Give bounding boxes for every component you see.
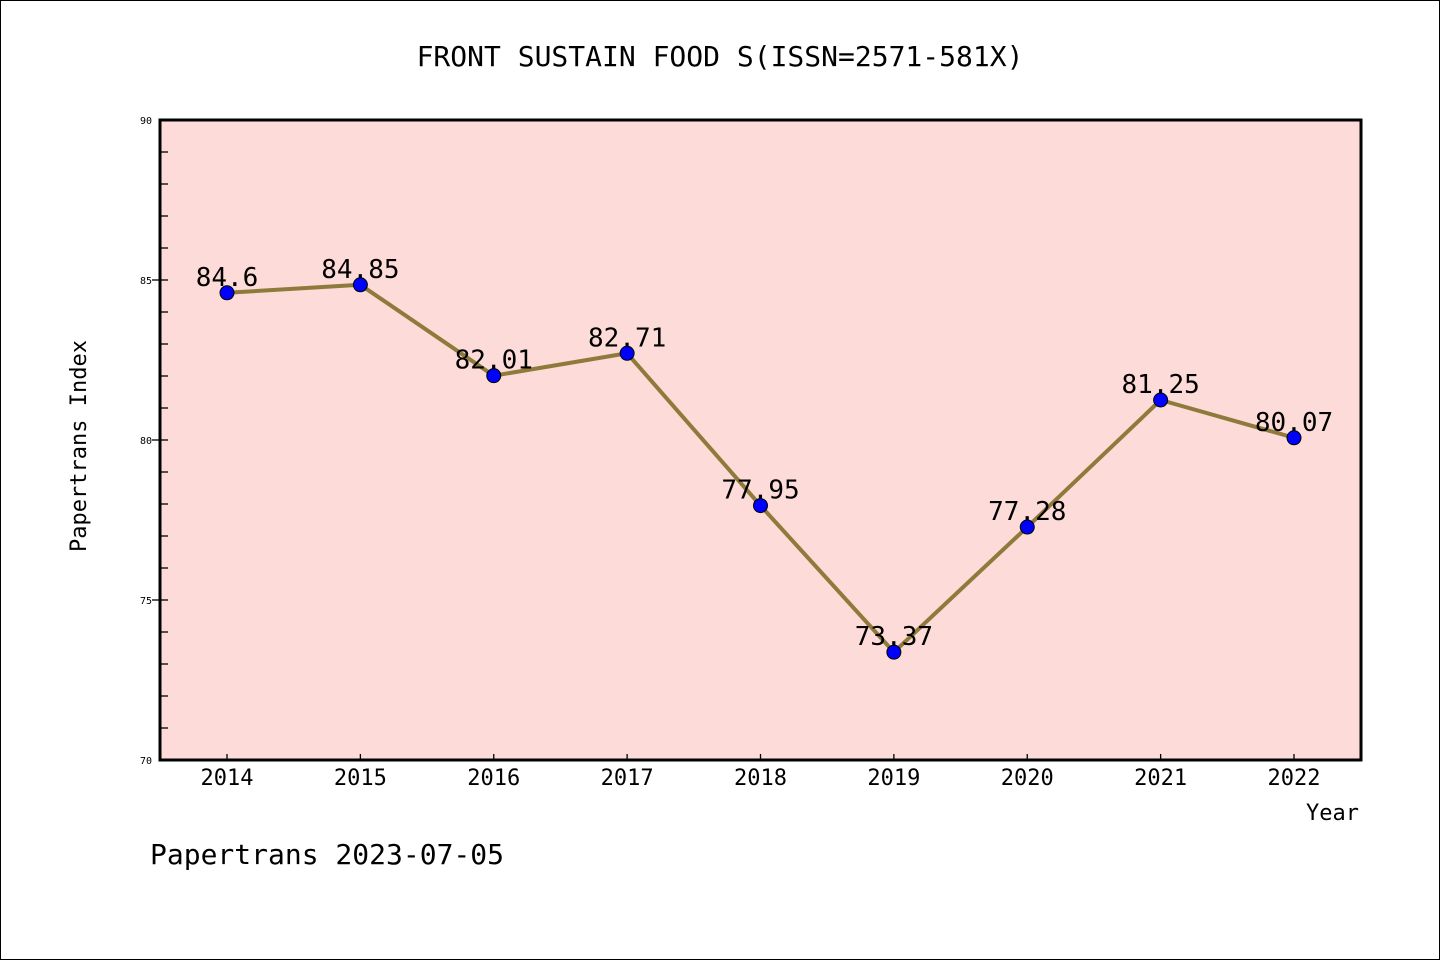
x-tick-label: 2021 <box>1134 766 1187 791</box>
data-point <box>1019 519 1035 535</box>
footer-text: Papertrans 2023-07-05 <box>150 838 504 871</box>
x-tick-label: 2014 <box>201 766 254 791</box>
data-label: 80.07 <box>1255 408 1333 438</box>
x-tick-label: 2015 <box>334 766 387 791</box>
y-tick-label: 85 <box>140 276 152 287</box>
data-point <box>753 498 768 514</box>
data-label: 81.25 <box>1121 370 1199 400</box>
y-tick-label: 90 <box>140 116 152 127</box>
x-tick-label: 2022 <box>1268 766 1321 791</box>
x-axis-label: Year <box>1306 801 1359 826</box>
data-point <box>619 345 635 361</box>
data-label: 84.85 <box>321 255 399 285</box>
chart-title: FRONT SUSTAIN FOOD S(ISSN=2571-581X) <box>417 40 1024 73</box>
y-tick-label: 70 <box>140 756 152 767</box>
data-label: 77.95 <box>721 476 799 506</box>
x-tick-label: 2016 <box>467 766 520 791</box>
y-tick-label: 75 <box>140 596 152 607</box>
y-axis-label: Papertrans Index <box>67 340 92 552</box>
x-tick-label: 2018 <box>734 766 787 791</box>
data-point <box>219 285 235 301</box>
data-label: 73.37 <box>855 622 933 652</box>
data-point <box>486 368 502 384</box>
y-tick-label: 80 <box>140 436 152 447</box>
data-point <box>1153 392 1169 408</box>
data-point <box>1286 430 1302 446</box>
x-tick-label: 2020 <box>1001 766 1054 791</box>
data-point <box>352 277 368 293</box>
x-tick-label: 2017 <box>601 766 654 791</box>
plot-area <box>158 118 1363 762</box>
data-label: 82.71 <box>588 323 666 353</box>
data-label: 84.6 <box>196 263 259 293</box>
data-label: 82.01 <box>455 346 533 376</box>
data-label: 77.28 <box>988 497 1066 527</box>
x-tick-label: 2019 <box>867 766 920 791</box>
data-point <box>886 644 902 660</box>
